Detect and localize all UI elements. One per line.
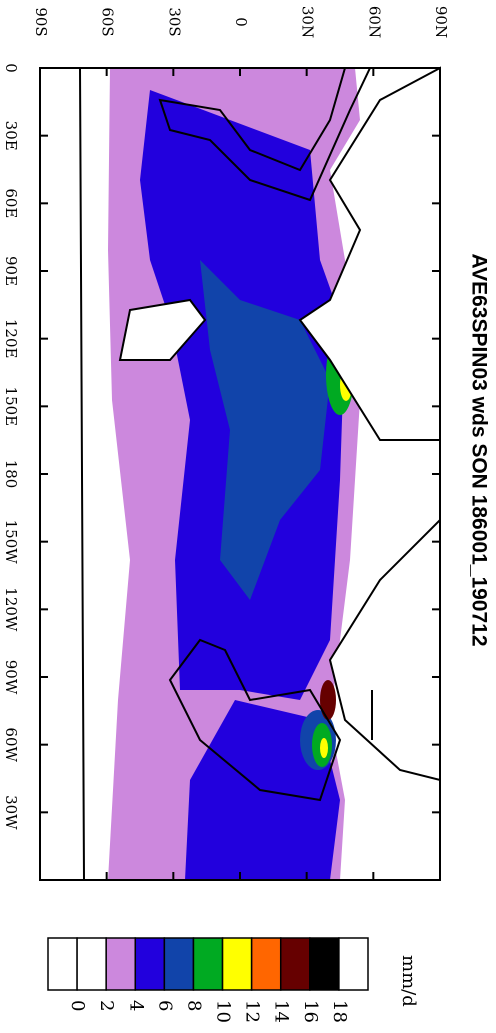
title: AVE63SPIN03 wds SON 186001_190712 (467, 253, 490, 646)
lat-label: 30S (165, 7, 183, 36)
colorbar-box (338, 937, 369, 991)
band-yellow-2 (320, 738, 328, 758)
lat-label: 90N (432, 6, 450, 38)
axes: 90S 60S 30S 0 30N 60N 90N 0 30E 60E 90E 120E 150E 180… (2, 6, 450, 880)
lon-label: 60W (2, 727, 20, 762)
colorbar-label: 8 (183, 1000, 204, 1011)
lon-label: 150W (2, 520, 20, 565)
lon-label: 90E (2, 256, 20, 286)
colorbar-box (309, 937, 340, 991)
south-america (168, 638, 342, 802)
colorbar-label: 4 (125, 1000, 146, 1011)
lon-label: 150E (2, 387, 20, 427)
colorbar-box (192, 937, 224, 991)
colorbar-label: 10 (213, 1000, 234, 1023)
colorbar-box (221, 937, 253, 991)
lon-label: 180 (2, 460, 20, 489)
lat-label: 0 (232, 17, 250, 27)
eurasia (298, 66, 441, 441)
colorbar: 0 2 4 6 8 10 12 14 16 18 (47, 937, 369, 1023)
lat-label: 90S (32, 7, 50, 36)
colorbar-unit: mm/d (398, 955, 419, 1007)
australia (118, 298, 207, 361)
colorbar-label: 0 (67, 1000, 88, 1011)
lon-label: 30E (2, 121, 20, 151)
colorbar-label: 18 (329, 1000, 350, 1023)
lon-label: 30W (2, 795, 20, 830)
colorbar-box (47, 937, 78, 991)
antarctica-coast (79, 67, 373, 881)
colorbar-label: 16 (300, 1000, 321, 1023)
lon-label: 0 (2, 63, 20, 73)
lon-label: 120E (2, 319, 20, 359)
lon-label: 90W (2, 660, 20, 695)
colorbar-box (76, 937, 107, 991)
band-dark-blue (200, 260, 330, 600)
lat-label: 60N (365, 6, 383, 38)
lat-label: 60S (99, 7, 117, 36)
colorbar-box (279, 937, 311, 991)
lon-label: 60E (2, 188, 20, 218)
colorbar-box (163, 937, 195, 991)
colorbar-box (105, 937, 137, 991)
colorbar-box (250, 937, 282, 991)
colorbar-label: 6 (154, 1000, 175, 1011)
colorbar-label: 2 (96, 1000, 117, 1011)
map-field (39, 66, 441, 881)
lat-label: 30N (299, 6, 317, 38)
band-dark-red (320, 680, 336, 720)
colorbar-label: 14 (271, 1000, 292, 1023)
lon-label: 120W (2, 587, 20, 632)
colorbar-box (134, 937, 166, 991)
colorbar-label: 12 (242, 1000, 263, 1023)
